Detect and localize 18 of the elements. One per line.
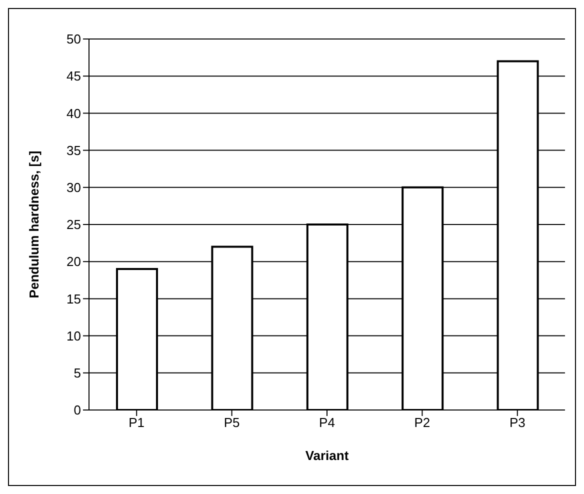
x-tick-label: P3: [509, 415, 526, 430]
y-tick-label: 40: [66, 106, 81, 121]
y-tick-label: 10: [66, 328, 81, 344]
y-tick-label: 20: [66, 254, 81, 270]
x-tick-label: P5: [224, 415, 240, 430]
y-tick-label: 0: [74, 402, 81, 418]
y-tick-label: 45: [66, 68, 81, 84]
x-tick-label: P2: [414, 415, 430, 430]
y-tick-label: 50: [66, 32, 81, 47]
y-tick-label: 25: [66, 217, 81, 232]
x-axis-title: Variant: [305, 448, 350, 463]
y-axis-title: Pendulum hardness, [s]: [26, 150, 42, 298]
x-tick-label: P1: [128, 415, 145, 430]
x-tick-label: P4: [319, 415, 335, 430]
y-tick-label: 30: [66, 180, 81, 196]
y-tick-label: 5: [74, 366, 81, 381]
y-tick-label: 35: [66, 142, 81, 158]
y-tick-label: 15: [66, 291, 81, 306]
